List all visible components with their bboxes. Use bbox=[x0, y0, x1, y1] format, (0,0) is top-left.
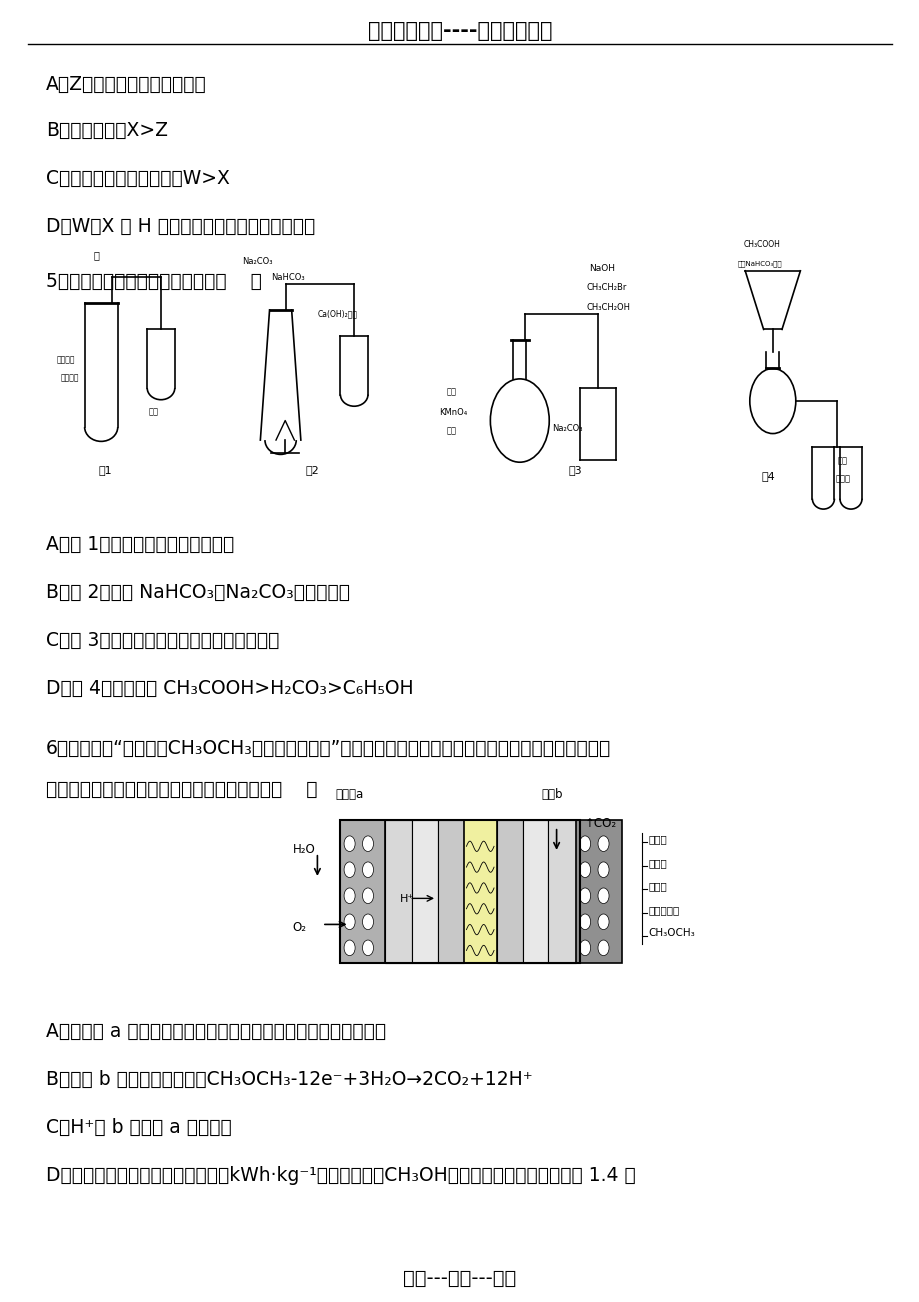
Circle shape bbox=[362, 862, 373, 878]
Text: Na₂CO₃: Na₂CO₃ bbox=[242, 258, 272, 267]
Text: CH₃OCH₃: CH₃OCH₃ bbox=[648, 928, 695, 939]
Circle shape bbox=[579, 836, 590, 852]
Bar bbox=[384, 820, 412, 963]
Text: C．图 3：验证渴乙烷发生消去反应生成烯烃: C．图 3：验证渴乙烷发生消去反应生成烯烃 bbox=[46, 631, 279, 650]
Text: H⁺: H⁺ bbox=[400, 894, 414, 905]
Text: A．Z元素的含氧酸一定是强酸: A．Z元素的含氧酸一定是强酸 bbox=[46, 76, 207, 94]
Text: 图1: 图1 bbox=[99, 465, 112, 475]
Text: 酸性高锰: 酸性高锰 bbox=[57, 355, 75, 365]
Text: B．电极 b 上发生的反应为：CH₃OCH₃-12e⁻+3H₂O→2CO₂+12H⁺: B．电极 b 上发生的反应为：CH₃OCH₃-12e⁻+3H₂O→2CO₂+12… bbox=[46, 1070, 532, 1088]
Text: NaOH: NaOH bbox=[588, 264, 614, 273]
Text: 精选优质文档----倒情为你奉上: 精选优质文档----倒情为你奉上 bbox=[368, 21, 551, 42]
Text: D．W、X 与 H 形成化合物的水溶液可能呈碱性: D．W、X 与 H 形成化合物的水溶液可能呈碱性 bbox=[46, 217, 315, 236]
Text: CH₃CH₂OH: CH₃CH₂OH bbox=[585, 303, 630, 312]
Text: 溴水: 溴水 bbox=[149, 408, 159, 417]
Text: 质子交探膜: 质子交探膜 bbox=[648, 905, 679, 915]
Text: Ca(OH)₂溶液: Ca(OH)₂溶液 bbox=[317, 310, 357, 319]
Circle shape bbox=[362, 836, 373, 852]
Circle shape bbox=[597, 836, 608, 852]
Circle shape bbox=[579, 914, 590, 930]
Text: 酸性: 酸性 bbox=[446, 388, 456, 397]
Bar bbox=[340, 820, 384, 963]
Text: 酸钾溶液: 酸钾溶液 bbox=[61, 374, 79, 383]
Text: 图3: 图3 bbox=[568, 465, 581, 475]
Bar bbox=[340, 820, 579, 963]
Circle shape bbox=[362, 914, 373, 930]
Bar bbox=[496, 820, 522, 963]
Circle shape bbox=[597, 888, 608, 904]
Text: A．多孔碳 a 能增大气固接触面积，提高反应速率，该电极为负极: A．多孔碳 a 能增大气固接触面积，提高反应速率，该电极为负极 bbox=[46, 1022, 386, 1040]
Text: 6．一种酸性“二甲醚（CH₃OCH₃）直接燃料电池”具有启动快、能量密度高、效率好等优点，其电池原理: 6．一种酸性“二甲醚（CH₃OCH₃）直接燃料电池”具有启动快、能量密度高、效率… bbox=[46, 740, 610, 758]
Text: 图4: 图4 bbox=[761, 471, 774, 482]
Circle shape bbox=[344, 914, 355, 930]
Text: 图2: 图2 bbox=[306, 465, 319, 475]
Circle shape bbox=[344, 888, 355, 904]
Bar bbox=[412, 820, 437, 963]
Bar bbox=[575, 820, 621, 963]
Circle shape bbox=[597, 914, 608, 930]
Text: 苯: 苯 bbox=[94, 250, 99, 260]
Text: 电极b: 电极b bbox=[540, 788, 562, 801]
Circle shape bbox=[597, 862, 608, 878]
Text: O₂: O₂ bbox=[292, 921, 306, 934]
Circle shape bbox=[579, 888, 590, 904]
Text: NaHCO₃: NaHCO₃ bbox=[271, 273, 305, 283]
Circle shape bbox=[362, 888, 373, 904]
Text: A．图 1：验证苯中是否有碳碳双键: A．图 1：验证苯中是否有碳碳双键 bbox=[46, 535, 234, 553]
Text: C．气态氢化物热稳定性：W>X: C．气态氢化物热稳定性：W>X bbox=[46, 169, 230, 187]
Text: D．图 4：验证酸性 CH₃COOH>H₂CO₃>C₆H₅OH: D．图 4：验证酸性 CH₃COOH>H₂CO₃>C₆H₅OH bbox=[46, 680, 414, 698]
Text: 溶液: 溶液 bbox=[446, 427, 456, 436]
Circle shape bbox=[597, 940, 608, 956]
Text: B．原子半径：X>Z: B．原子半径：X>Z bbox=[46, 121, 168, 139]
Text: 饱和NaHCO₃溶液: 饱和NaHCO₃溶液 bbox=[737, 260, 782, 267]
Circle shape bbox=[579, 862, 590, 878]
Text: 触媒层: 触媒层 bbox=[648, 881, 666, 892]
Text: 钒溶液: 钒溶液 bbox=[834, 475, 849, 484]
Text: 专心---专注---专业: 专心---专注---专业 bbox=[403, 1269, 516, 1288]
Circle shape bbox=[344, 940, 355, 956]
Text: C．H⁺由 b 电极向 a 电极迁移: C．H⁺由 b 电极向 a 电极迁移 bbox=[46, 1118, 232, 1137]
Bar bbox=[437, 820, 463, 963]
Text: KMnO₄: KMnO₄ bbox=[438, 409, 467, 418]
Circle shape bbox=[344, 862, 355, 878]
Text: Na₂CO₃: Na₂CO₃ bbox=[551, 424, 582, 434]
Text: H₂O: H₂O bbox=[292, 842, 315, 855]
Text: CH₃CH₂Br: CH₃CH₂Br bbox=[585, 284, 626, 293]
Text: ↑CO₂: ↑CO₂ bbox=[584, 816, 616, 829]
Bar bbox=[548, 820, 575, 963]
Circle shape bbox=[362, 940, 373, 956]
Text: 微孔层: 微孔层 bbox=[648, 858, 666, 868]
Text: B．图 2：验证 NaHCO₃和Na₂CO₃的热稳定性: B．图 2：验证 NaHCO₃和Na₂CO₃的热稳定性 bbox=[46, 583, 349, 602]
Bar bbox=[463, 820, 496, 963]
Text: 苯酸: 苯酸 bbox=[836, 457, 846, 466]
Text: 多孔碳a: 多孔碳a bbox=[335, 788, 363, 801]
Text: 如图所示。下列有关该电池的说法不正确的是（    ）: 如图所示。下列有关该电池的说法不正确的是（ ） bbox=[46, 780, 317, 798]
Circle shape bbox=[579, 940, 590, 956]
Text: D．二甲醚直接燃料电池能量密度（kWh·kg⁻¹）约为甲醇（CH₃OH）直接燃料电池能量密度的 1.4 倍: D．二甲醚直接燃料电池能量密度（kWh·kg⁻¹）约为甲醇（CH₃OH）直接燃料… bbox=[46, 1167, 635, 1185]
Text: 5．下列实验方案设计不合理的是（    ）: 5．下列实验方案设计不合理的是（ ） bbox=[46, 272, 262, 290]
Text: 扩散层: 扩散层 bbox=[648, 835, 666, 845]
Text: CH₃COOH: CH₃COOH bbox=[743, 241, 779, 250]
Bar bbox=[522, 820, 548, 963]
Circle shape bbox=[344, 836, 355, 852]
